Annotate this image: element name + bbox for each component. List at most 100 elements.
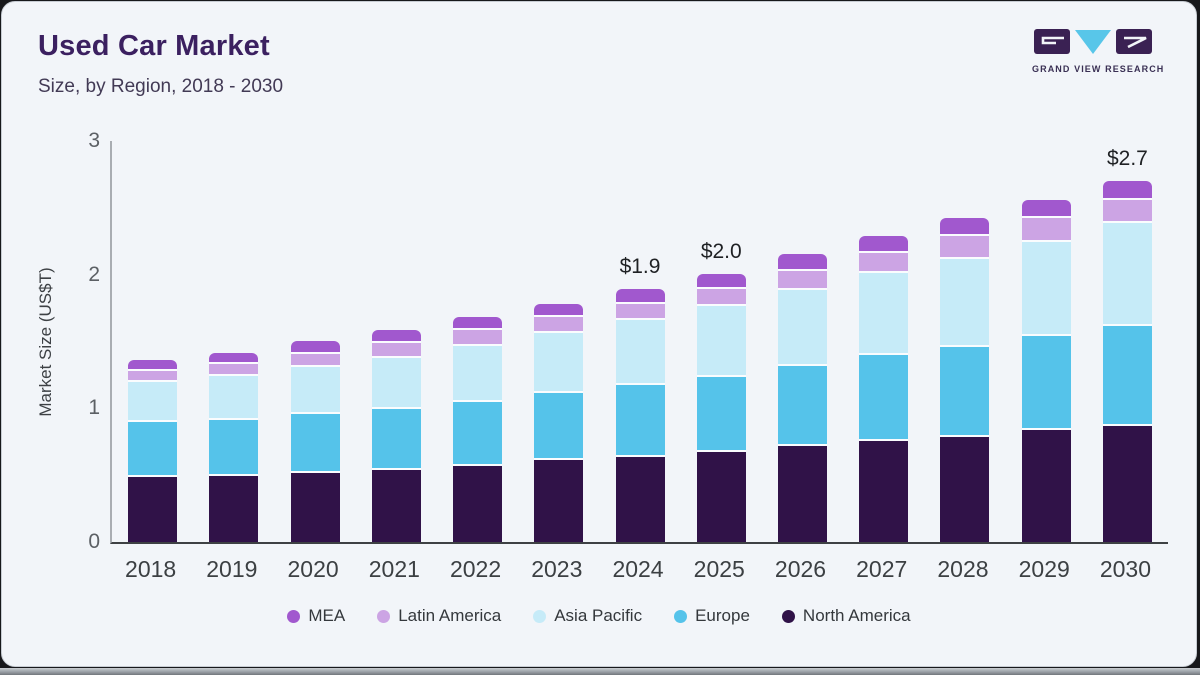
legend-item-latin-america: Latin America <box>377 606 501 626</box>
bar-stack-2030 <box>1102 181 1152 542</box>
bar-group-2026 <box>762 141 843 542</box>
bar-segment-asia-pacific <box>1102 221 1152 324</box>
bar-group-2029 <box>1006 141 1087 542</box>
legend-swatch-north-america <box>781 609 795 623</box>
bar-segment-latin-america <box>940 234 990 257</box>
bar-segment-latin-america <box>859 251 909 271</box>
bar-value-label-2024: $1.9 <box>619 255 661 278</box>
bar-stack-2021 <box>371 330 421 542</box>
bar-segment-mea <box>209 353 259 362</box>
page-title: Used Car Market <box>38 30 270 62</box>
y-axis-title: Market Size (US$T) <box>36 267 55 417</box>
bar-stack-2029 <box>1021 200 1071 542</box>
bar-segment-north-america <box>696 450 746 542</box>
bar-segment-asia-pacific <box>290 365 340 412</box>
bar-segment-europe <box>128 420 178 475</box>
legend-item-asia-pacific: Asia Pacific <box>533 606 642 626</box>
bar-value-label-2025: $2.0 <box>700 240 742 263</box>
bar-segment-europe <box>1102 324 1152 424</box>
bar-segment-north-america <box>128 475 178 542</box>
bar-group-2024: $1.9 <box>599 141 680 542</box>
x-axis-labels: 2018 2019 2020 2021 2022 2023 2024 2025 2026 2027… <box>110 556 1166 583</box>
bar-segment-mea <box>534 304 584 315</box>
legend-label-mea: MEA <box>308 606 346 625</box>
x-axis-label-2021: 2021 <box>368 556 420 582</box>
bar-group-2030: $2.7 <box>1087 141 1168 542</box>
bar-segment-asia-pacific <box>534 331 584 391</box>
bar-segment-asia-pacific <box>209 374 259 418</box>
x-axis-label-2027: 2027 <box>856 556 908 582</box>
bar-segment-latin-america <box>453 328 503 344</box>
bar-segment-latin-america <box>371 341 421 356</box>
legend-swatch-europe <box>674 609 688 623</box>
bar-stack-2025 <box>696 274 746 542</box>
legend-label-north-america: North America <box>802 606 911 625</box>
bar-group-2019 <box>193 141 274 542</box>
gvr-r-mark-icon <box>1124 36 1147 49</box>
bar-segment-europe <box>209 418 259 474</box>
bar-stack-2019 <box>209 353 259 542</box>
bar-segment-europe <box>859 353 909 439</box>
bar-group-2022 <box>437 141 518 542</box>
bar-segment-north-america <box>777 444 827 542</box>
legend-item-mea: MEA <box>287 606 345 626</box>
bar-group-2021 <box>356 141 437 542</box>
bar-value-label-2030: $2.7 <box>1106 147 1148 170</box>
bar-segment-latin-america <box>534 315 584 331</box>
bar-segment-north-america <box>940 435 990 542</box>
legend-swatch-mea <box>287 609 301 623</box>
y-axis-tick-1: 1 <box>88 396 100 419</box>
x-axis-label-2024: 2024 <box>612 556 664 582</box>
legend-label-asia-pacific: Asia Pacific <box>554 606 643 625</box>
bar-stack-2022 <box>453 317 503 542</box>
legend-label-europe: Europe <box>695 606 750 625</box>
chart-legend: MEA Latin America Asia Pacific Europe North … <box>2 606 1196 626</box>
gvr-r-block <box>1116 29 1152 54</box>
bar-segment-mea <box>453 317 503 328</box>
bar-segment-mea <box>371 330 421 341</box>
bar-segment-latin-america <box>696 287 746 304</box>
bar-group-2025: $2.0 <box>681 141 762 542</box>
bar-segment-mea <box>696 274 746 287</box>
bar-stack-2028 <box>940 218 990 542</box>
x-axis-label-2019: 2019 <box>206 556 258 582</box>
bar-segment-europe <box>1021 334 1071 428</box>
plot-area: $1.9 $2.0 $2.7 <box>110 141 1168 544</box>
bar-segment-north-america <box>615 455 665 542</box>
bar-segment-north-america <box>371 468 421 542</box>
y-axis-tick-0: 0 <box>88 530 100 553</box>
bar-segment-mea <box>128 360 178 369</box>
bar-segment-asia-pacific <box>696 304 746 375</box>
bar-group-2018 <box>112 141 193 542</box>
legend-swatch-asia-pacific <box>533 609 547 623</box>
bar-segment-asia-pacific <box>940 257 990 345</box>
bar-segment-latin-america <box>209 362 259 374</box>
logo-caption: GRAND VIEW RESEARCH <box>1032 64 1165 74</box>
bar-segment-latin-america <box>1021 216 1071 240</box>
bar-segment-europe <box>534 391 584 458</box>
x-axis-label-2030: 2030 <box>1099 556 1152 582</box>
x-axis-label-2025: 2025 <box>693 556 745 582</box>
bar-segment-europe <box>371 407 421 468</box>
bar-segment-europe <box>453 400 503 464</box>
y-axis-tick-3: 3 <box>88 129 100 152</box>
bar-segment-asia-pacific <box>128 380 178 420</box>
bar-segment-europe <box>615 383 665 455</box>
bar-segment-europe <box>696 375 746 450</box>
bar-segment-asia-pacific <box>453 344 503 400</box>
x-axis-label-2018: 2018 <box>125 556 177 582</box>
bar-stack-2024 <box>615 289 665 542</box>
legend-item-north-america: North America <box>781 606 911 626</box>
page-subtitle: Size, by Region, 2018 - 2030 <box>38 76 284 97</box>
bar-segment-europe <box>777 364 827 444</box>
bar-segment-mea <box>615 289 665 302</box>
bar-stack-2027 <box>859 236 909 542</box>
bar-segment-mea <box>777 254 827 269</box>
legend-swatch-latin-america <box>377 609 391 623</box>
bar-segment-north-america <box>290 471 340 542</box>
bar-segment-north-america <box>1102 424 1152 542</box>
bar-group-2023 <box>518 141 599 542</box>
grand-view-research-logo: GRAND VIEW RESEARCH <box>1032 28 1165 74</box>
x-axis-label-2023: 2023 <box>531 556 583 582</box>
